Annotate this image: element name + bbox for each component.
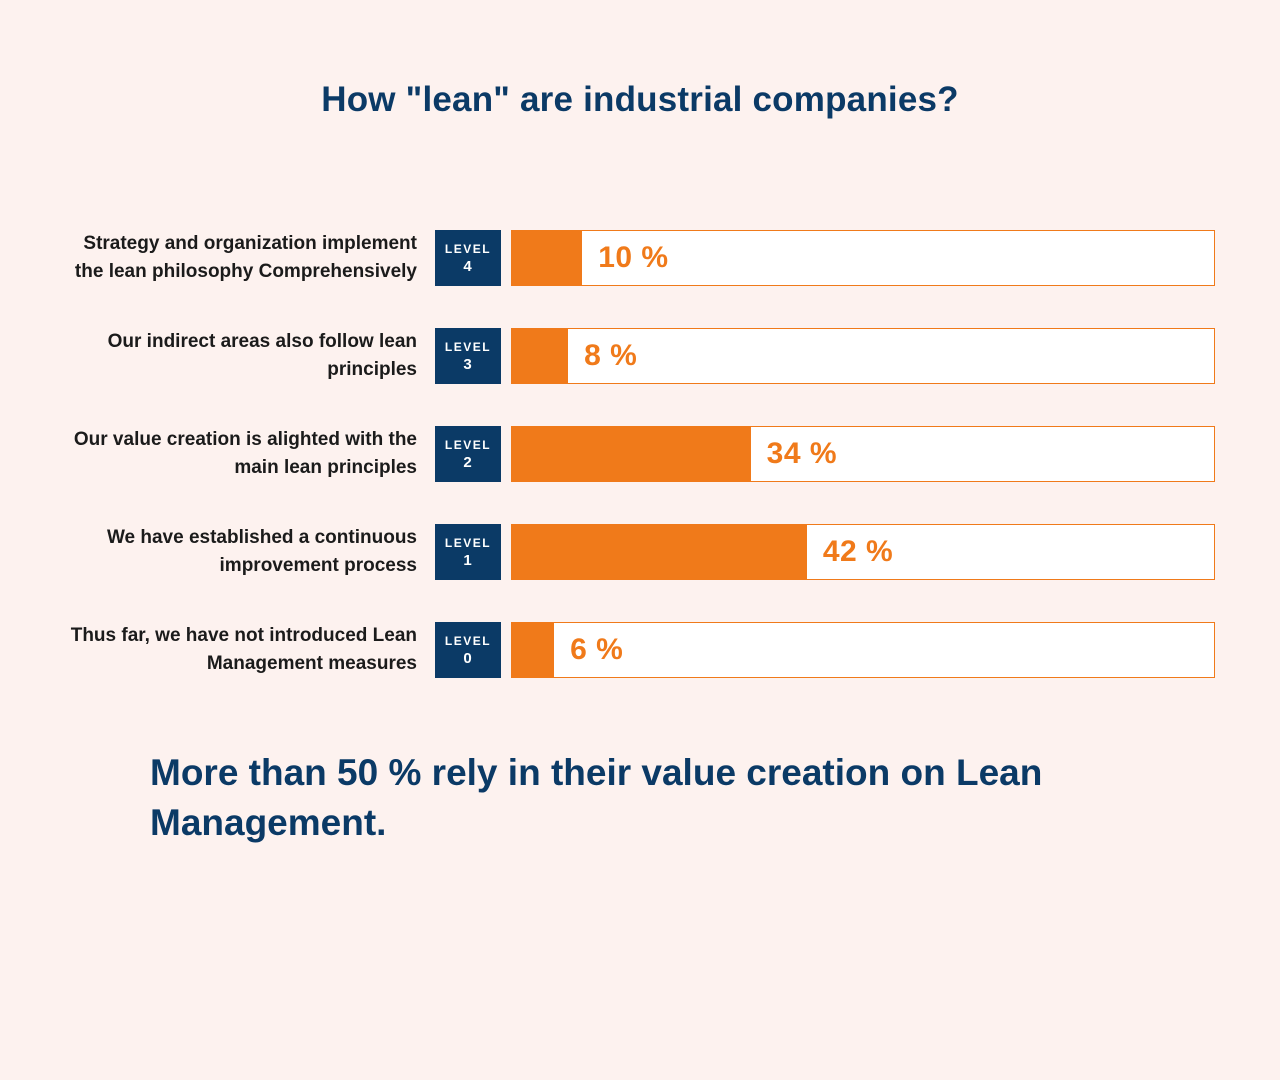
level-number: 3 — [463, 356, 472, 373]
bar-row: We have established a continuous improve… — [65, 524, 1215, 580]
row-label: Our value creation is alighted with the … — [65, 426, 435, 481]
level-badge: LEVEL 1 — [435, 524, 501, 580]
level-number: 4 — [463, 258, 472, 275]
bar-track: 42 % — [511, 524, 1215, 580]
row-label: We have established a continuous improve… — [65, 524, 435, 579]
level-word: LEVEL — [445, 536, 491, 550]
bar-value-label: 8 % — [584, 339, 637, 373]
level-number: 1 — [463, 552, 472, 569]
callout-text: More than 50 % rely in their value creat… — [65, 748, 1215, 848]
bar-row: Strategy and organization implement the … — [65, 230, 1215, 286]
bar-fill — [512, 427, 751, 481]
bar-fill — [512, 231, 582, 285]
chart-title: How "lean" are industrial companies? — [65, 80, 1215, 120]
bar-fill — [512, 525, 807, 579]
level-word: LEVEL — [445, 634, 491, 648]
level-word: LEVEL — [445, 242, 491, 256]
level-word: LEVEL — [445, 340, 491, 354]
level-badge: LEVEL 0 — [435, 622, 501, 678]
bar-value-label: 10 % — [598, 241, 668, 275]
bar-fill — [512, 623, 554, 677]
bar-track: 6 % — [511, 622, 1215, 678]
bar-value-label: 42 % — [823, 535, 893, 569]
bar-track: 8 % — [511, 328, 1215, 384]
row-label: Thus far, we have not introduced Lean Ma… — [65, 622, 435, 677]
level-word: LEVEL — [445, 438, 491, 452]
bar-fill — [512, 329, 568, 383]
bar-value-label: 34 % — [767, 437, 837, 471]
bar-row: Thus far, we have not introduced Lean Ma… — [65, 622, 1215, 678]
level-badge: LEVEL 4 — [435, 230, 501, 286]
bar-row: Our indirect areas also follow lean prin… — [65, 328, 1215, 384]
row-label: Strategy and organization implement the … — [65, 230, 435, 285]
level-number: 2 — [463, 454, 472, 471]
level-number: 0 — [463, 650, 472, 667]
level-badge: LEVEL 3 — [435, 328, 501, 384]
bar-chart: Strategy and organization implement the … — [65, 230, 1215, 678]
bar-value-label: 6 % — [570, 633, 623, 667]
row-label: Our indirect areas also follow lean prin… — [65, 328, 435, 383]
level-badge: LEVEL 2 — [435, 426, 501, 482]
bar-row: Our value creation is alighted with the … — [65, 426, 1215, 482]
bar-track: 34 % — [511, 426, 1215, 482]
bar-track: 10 % — [511, 230, 1215, 286]
